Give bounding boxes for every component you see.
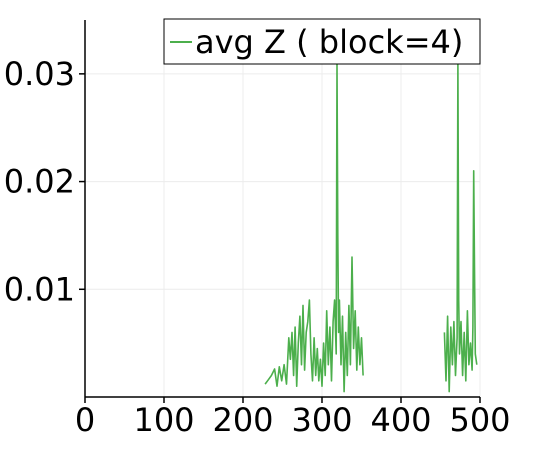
x-tick-label: 0	[75, 401, 95, 439]
x-tick-label: 100	[133, 401, 194, 439]
x-tick-label: 300	[291, 401, 352, 439]
legend-label: avg Z ( block=4)	[195, 23, 463, 61]
legend: avg Z ( block=4)	[163, 18, 481, 65]
axes	[84, 20, 480, 398]
y-tick-label: 0.02	[4, 163, 75, 201]
x-axis-ticks: 0 100 200 300 400 500	[75, 397, 511, 439]
series-line	[264, 62, 364, 393]
series-line	[443, 62, 478, 393]
series-layer	[264, 62, 478, 393]
y-axis-ticks: 0.01 0.02 0.03	[4, 55, 85, 308]
x-tick-label: 200	[212, 401, 273, 439]
x-tick-label: 400	[370, 401, 431, 439]
legend-box	[163, 18, 481, 65]
x-tick-label: 500	[449, 401, 510, 439]
y-tick-label: 0.01	[4, 270, 75, 308]
grid-lines	[84, 20, 481, 397]
y-tick-label: 0.03	[4, 55, 75, 93]
